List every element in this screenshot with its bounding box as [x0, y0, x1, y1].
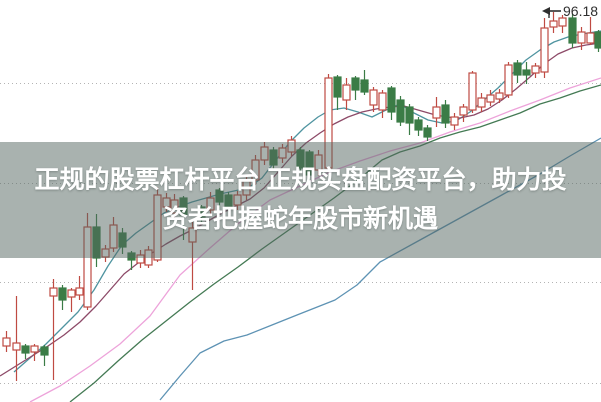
candle-body — [486, 94, 495, 103]
candle-body — [558, 17, 567, 27]
candle-body — [513, 62, 522, 76]
candle-body — [30, 345, 39, 353]
candle-body — [75, 287, 84, 296]
candle-body — [568, 17, 577, 44]
candle-body — [450, 116, 459, 126]
candle-body — [477, 97, 486, 108]
candle-body — [2, 337, 11, 347]
candle-body — [21, 345, 30, 354]
candle-body — [396, 99, 405, 123]
candle-body — [586, 32, 595, 44]
headline-line-1: 正规的股票杠杆平台 正规实盘配资平台，助力投 — [34, 166, 567, 194]
candle-body — [522, 69, 531, 76]
candle-body — [40, 346, 49, 356]
candle-body — [549, 20, 558, 28]
candle-body — [495, 92, 504, 100]
candle-body — [49, 287, 58, 297]
candle-body — [67, 289, 76, 298]
candle-body — [369, 89, 378, 106]
headline-overlay: 正规的股票杠杆平台 正规实盘配资平台，助力投 资者把握蛇年股市新机遇 — [0, 142, 601, 258]
candle-body — [351, 77, 360, 91]
candle-body — [577, 31, 586, 44]
candle-body — [540, 27, 549, 73]
candle-body — [468, 72, 477, 111]
candle-body — [333, 76, 342, 98]
candle-body — [414, 119, 423, 131]
candle-body — [594, 31, 601, 49]
candle-body — [12, 342, 21, 351]
candle-body — [405, 106, 414, 124]
candle-body — [432, 106, 441, 119]
candle-body — [387, 87, 396, 113]
candle-body — [378, 92, 387, 111]
candle-body — [342, 84, 351, 101]
candle-body — [360, 79, 369, 93]
annotation-arrow-head — [542, 7, 550, 15]
headline-line-2: 资者把握蛇年股市新机遇 — [162, 205, 438, 233]
candle-body — [531, 65, 540, 74]
candle-body — [441, 104, 450, 124]
candle-body — [459, 106, 468, 116]
candle-body — [423, 127, 432, 138]
candle-body — [58, 287, 67, 301]
candle-body — [504, 64, 513, 96]
price-annotation-label: 96.18 — [563, 3, 599, 19]
